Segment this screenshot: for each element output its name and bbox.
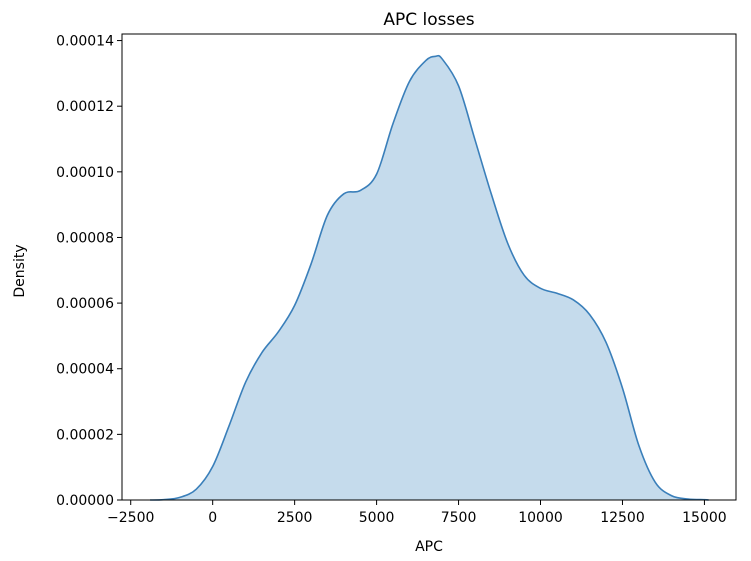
- x-tick-label: −2500: [107, 510, 154, 526]
- y-tick-label: 0.00014: [56, 34, 114, 50]
- y-tick-label: 0.00004: [56, 362, 114, 378]
- y-tick-label: 0.00012: [56, 99, 114, 115]
- y-tick-label: 0.00006: [56, 296, 114, 312]
- x-axis-ticks: −2500 0 2500 5000 7500 10000 12500 15000: [107, 500, 727, 526]
- x-tick-label: 2500: [277, 510, 313, 526]
- x-axis-label: APC: [415, 539, 443, 555]
- y-axis-label: Density: [12, 244, 28, 297]
- density-area-fill: [150, 55, 709, 501]
- y-tick-label: 0.00008: [56, 230, 114, 246]
- x-tick-label: 5000: [359, 510, 395, 526]
- x-tick-label: 7500: [441, 510, 477, 526]
- y-tick-label: 0.00010: [56, 165, 114, 181]
- y-axis-ticks: 0.00000 0.00002 0.00004 0.00006 0.00008 0.000…: [56, 34, 122, 509]
- plot-area: [150, 54, 709, 501]
- density-line: [150, 54, 709, 501]
- y-tick-label: 0.00002: [56, 427, 114, 443]
- x-tick-label: 15000: [682, 510, 727, 526]
- y-tick-label: 0.00000: [56, 493, 114, 509]
- x-tick-label: 10000: [518, 510, 563, 526]
- x-tick-label: 12500: [600, 510, 645, 526]
- x-tick-label: 0: [208, 510, 217, 526]
- chart-title: APC losses: [383, 10, 474, 30]
- axes-frame: [121, 33, 737, 501]
